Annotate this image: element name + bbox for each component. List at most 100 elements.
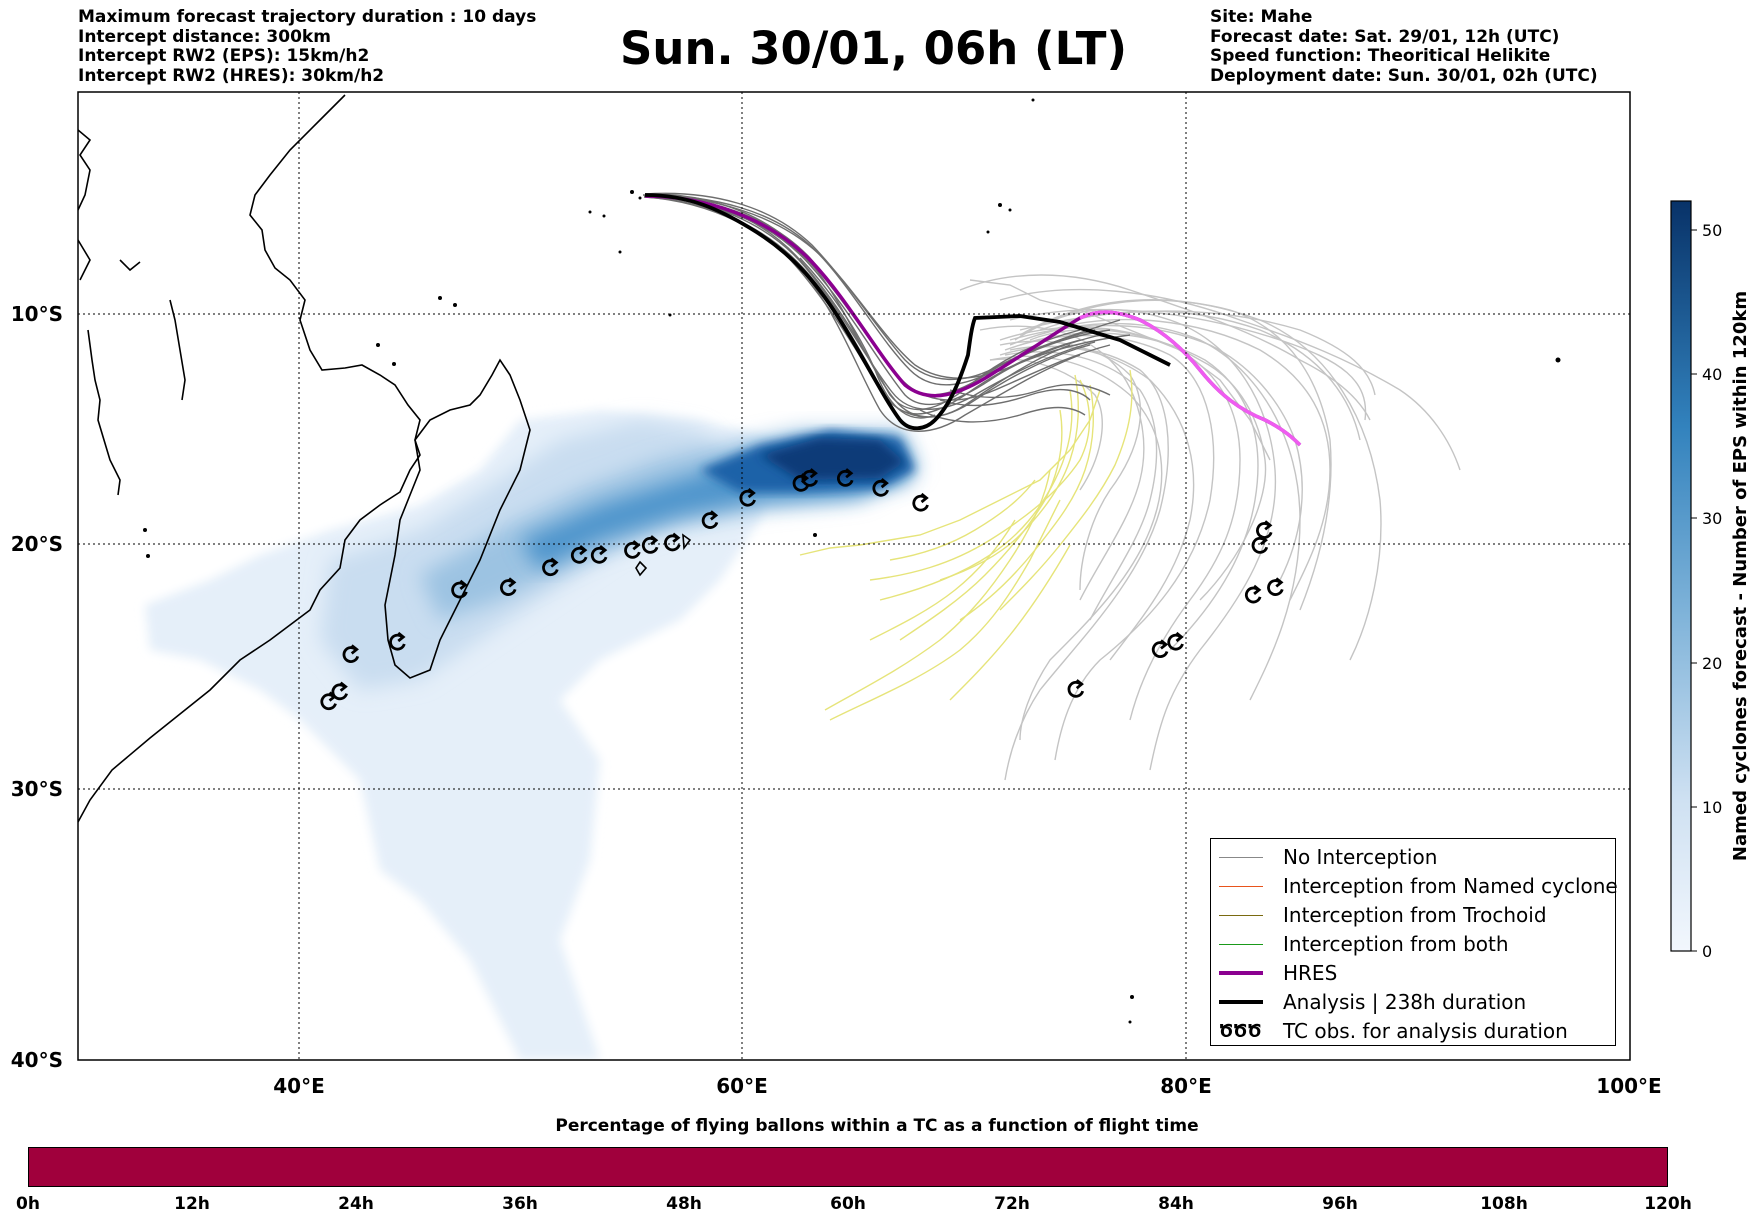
tc-observation-marker [801, 470, 819, 487]
header-line: Maximum forecast trajectory duration : 1… [78, 7, 537, 27]
percentage-bar-tick: 24h [338, 1194, 374, 1214]
colorbar-label: Named cyclones forecast - Number of EPS … [1730, 291, 1751, 861]
legend-swatch [1219, 914, 1263, 916]
percentage-bar [28, 1147, 1668, 1187]
legend-label: TC obs. for analysis duration [1283, 1019, 1568, 1043]
tc-observation-marker [570, 546, 588, 564]
percentage-bar-tick: 48h [666, 1194, 702, 1214]
hres-track-extension [1079, 310, 1302, 447]
legend-item-both: Interception from both [1219, 930, 1509, 958]
tc-observation-marker-tail [1253, 584, 1262, 595]
tc-observation-marker [1267, 579, 1284, 596]
lon-label: 100°E [1596, 1074, 1661, 1098]
tc-observation-marker-tail [1175, 631, 1184, 643]
percentage-bar-tick: 108h [1480, 1194, 1528, 1214]
tc-observation-marker [331, 683, 348, 701]
tc-observation-marker [342, 646, 360, 663]
tc-observation-marker-tail [1264, 520, 1273, 531]
lat-label: 10°S [11, 302, 63, 326]
tc-observation-marker [739, 489, 756, 507]
legend-item-hres: HRES [1219, 959, 1337, 987]
legend-swatch [1219, 885, 1263, 887]
legend-swatch [1219, 971, 1263, 975]
legend-label: Interception from Trochoid [1283, 903, 1547, 927]
colorbar-tick: 50 [1702, 221, 1722, 240]
tc-observation-marker [1167, 633, 1184, 651]
tc-symbol-icon: ԾԾԾ [1219, 1020, 1262, 1042]
percentage-bar-tick: 84h [1158, 1194, 1194, 1214]
tc-observation-marker [664, 534, 681, 552]
tc-observation-marker-tail [599, 545, 608, 556]
tc-observation-marker [542, 559, 559, 577]
percentage-bar-tick: 72h [994, 1194, 1030, 1214]
tc-observation-marker-tail [920, 492, 929, 504]
tc-observation-marker-tail [710, 510, 719, 521]
tc-observation-marker-tail [1275, 577, 1284, 588]
legend-label: Analysis | 238h duration [1283, 990, 1527, 1014]
tc-observation-marker-tail [459, 579, 468, 590]
colorbar: 0 10 20 30 40 50 Named cyclones forecast… [1670, 200, 1751, 961]
tc-observation-marker [320, 693, 337, 711]
legend-swatch [1219, 1000, 1263, 1004]
tc-observation-marker [641, 537, 659, 554]
small-islands [143, 98, 1561, 1024]
tc-observation-marker-tail [508, 577, 517, 588]
legend-item-trochoid: Interception from Trochoid [1219, 901, 1547, 929]
colorbar-gradient [1670, 200, 1692, 952]
tc-observation-marker [500, 579, 517, 596]
tc-observation-marker-tail [1075, 679, 1084, 690]
colorbar-tick: 10 [1702, 798, 1722, 817]
percentage-bar-tick: 60h [830, 1194, 866, 1214]
header-line: Deployment date: Sun. 30/01, 02h (UTC) [1210, 65, 1598, 86]
tc-observation-marker-tail [650, 535, 659, 546]
tc-observation-marker [1244, 586, 1262, 604]
tc-observation-marker [1151, 641, 1169, 658]
tc-observation-marker-tail [632, 540, 641, 551]
tc-observation-marker [1256, 522, 1273, 539]
percentage-bar-tick: 36h [502, 1194, 538, 1214]
legend-label: Interception from both [1283, 932, 1509, 956]
header-line: Intercept RW2 (HRES): 30km/h2 [78, 65, 385, 86]
eps-tracks-yellow [799, 369, 1133, 721]
map-frame [77, 91, 1631, 1061]
legend-label: HRES [1283, 961, 1338, 985]
tc-observation-marker [624, 541, 641, 559]
legend: No Interception Interception from Named … [1210, 838, 1618, 1046]
lat-label: 40°S [11, 1048, 63, 1072]
colorbar-tick: 0 [1702, 942, 1712, 961]
tc-observation-marker [389, 633, 406, 651]
legend-swatch [1219, 856, 1263, 858]
page-title: Sun. 30/01, 06h (LT) [620, 22, 1128, 75]
lon-label: 60°E [716, 1074, 768, 1098]
legend-item-named-cyclone: Interception from Named cyclone [1219, 872, 1618, 900]
trajectory-map: 40°E 60°E 80°E 100°E 10°S 20°S 30°S 40°S… [11, 91, 1751, 1098]
legend-item-tc-obs: ԾԾԾ TC obs. for analysis duration [1219, 1017, 1568, 1045]
tc-observation-marker [590, 546, 608, 564]
lon-label: 80°E [1160, 1074, 1212, 1098]
analysis-track [644, 193, 1171, 431]
tc-observation-marker-tail [845, 468, 854, 479]
percentage-bar-title: Percentage of flying ballons within a TC… [555, 1116, 1199, 1136]
tc-observation-marker [837, 470, 854, 487]
legend-item-no-interception: No Interception [1219, 843, 1437, 871]
lat-label: 20°S [11, 532, 63, 556]
tc-observation-marker-tail [1160, 639, 1169, 650]
header-line: Site: Mahe [1210, 7, 1313, 27]
lon-label: 40°E [273, 1074, 325, 1098]
header-line: Forecast date: Sat. 29/01, 12h (UTC) [1210, 26, 1560, 47]
header-line: Intercept RW2 (EPS): 15km/h2 [78, 46, 370, 66]
header-info-right: Site: Mahe Forecast date: Sat. 29/01, 12… [1210, 7, 1598, 86]
header-info-left: Maximum forecast trajectory duration : 1… [78, 7, 537, 86]
tc-observation-marker-tail [747, 487, 756, 499]
header-line: Intercept distance: 300km [78, 26, 331, 47]
tc-observation-marker-tail [672, 532, 681, 543]
tc-observation-marker [872, 479, 889, 497]
header-line: Speed function: Theoritical Helikite [1210, 46, 1551, 66]
tc-observations [320, 468, 1284, 711]
tc-observation-marker [912, 494, 929, 512]
percentage-bar-tick: 120h [1644, 1194, 1692, 1214]
tc-observation-marker [451, 581, 468, 599]
tc-observation-marker-tail [339, 681, 348, 692]
tc-observation-marker-tail [397, 631, 406, 643]
lat-label: 30°S [11, 777, 63, 801]
